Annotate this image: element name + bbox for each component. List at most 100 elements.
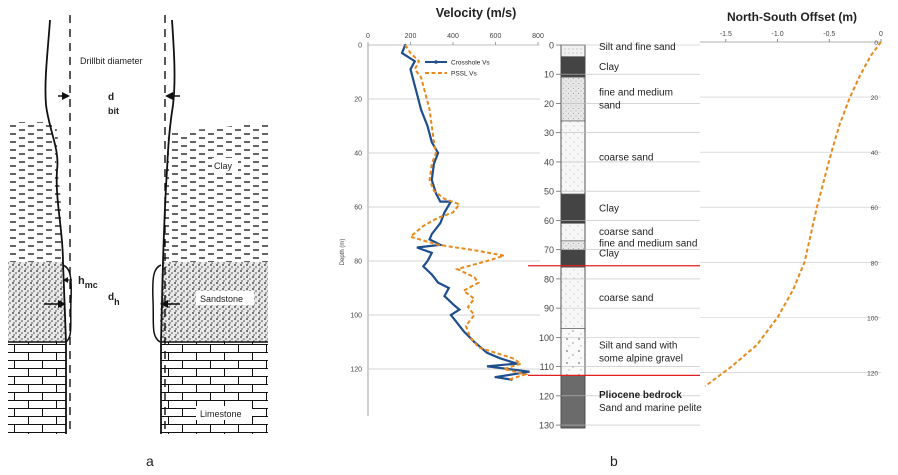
strat-depth-label: 50 [544, 187, 554, 197]
velocity-y-tick-label: 100 [350, 313, 362, 320]
limestone-layer-right [161, 342, 268, 434]
velocity-x-tick-label: 400 [447, 33, 459, 40]
borehole-wall-left [44, 19, 67, 434]
strat-layer-label: Clay [599, 204, 619, 215]
strat-layer [560, 240, 586, 250]
mudcake-left [62, 264, 72, 343]
offset-y-tick-label: 40 [871, 150, 879, 157]
hmc-label: hmc [78, 275, 98, 290]
limestone-label: Limestone [200, 409, 242, 419]
strat-layer [560, 76, 586, 122]
legend-crosshole: Crosshole Vs [451, 60, 490, 67]
pssl-vs-series [404, 44, 529, 381]
velocity-x-tick-label: 800 [532, 33, 544, 40]
offset-x-tick-label: 0 [879, 31, 883, 38]
offset-y-tick-label: 0 [874, 40, 878, 47]
hmc-arrow-icon [63, 277, 68, 283]
velocity-y-tick-label: 120 [350, 367, 362, 374]
strat-layer-label: coarse sand [599, 227, 653, 238]
velocity-x-tick-label: 600 [490, 33, 502, 40]
offset-y-tick-label: 120 [867, 370, 878, 377]
velocity-legend: Crosshole Vs PSSL Vs [425, 60, 490, 78]
strat-layer-label: Pliocene bedrock [599, 390, 682, 401]
velocity-y-tick-label: 60 [354, 205, 362, 212]
strat-layer [560, 120, 586, 195]
drillbit-diameter-label: Drillbit diameter [80, 56, 143, 66]
offset-y-tick-label: 20 [871, 95, 879, 102]
dh-arrow-right-icon [160, 300, 168, 308]
strat-layer-label: some alpine gravel [599, 353, 683, 364]
crosshole-point [494, 376, 497, 379]
strat-layer-label: Sand and marine pelite [599, 403, 702, 414]
strat-layer-label: Silt and fine sand [599, 42, 676, 53]
strat-depth-label: 90 [544, 304, 554, 314]
crosshole-point [437, 151, 440, 155]
crosshole-point [409, 68, 412, 71]
dh-label: dh [108, 292, 120, 307]
strat-depth-label: 130 [539, 421, 554, 431]
strat-layer [560, 44, 586, 57]
strat-layer [560, 328, 586, 376]
clay-label: Clay [214, 161, 233, 171]
strat-layer-label: Silt and sand with [599, 340, 677, 351]
dbit-arrow-left-icon [62, 92, 70, 100]
strat-depth-label: 60 [544, 216, 554, 226]
crosshole-point [428, 238, 431, 241]
crosshole-point [443, 295, 446, 298]
clay-layer-right [163, 122, 268, 262]
stratigraphic-column: 0 10 20 30 40 50 60 70 80 90 100 110 120 130 Silt and… [528, 41, 702, 431]
velocity-chart: Velocity (m/s) Depth (m) 0 200 400 600 800 0… [340, 6, 544, 416]
dh-arrow-left-icon [58, 300, 66, 308]
crosshole-point [420, 108, 423, 111]
dbit-subscript: bit [108, 106, 119, 116]
offset-x-tick-label: -1.0 [772, 31, 784, 38]
panel-label-a: a [146, 453, 154, 469]
strat-depth-label: 110 [540, 362, 554, 372]
strat-depth-label: 0 [549, 41, 554, 51]
offset-y-tick-label: 100 [867, 315, 878, 322]
dbit-label: d [108, 92, 114, 103]
strat-depth-label: 100 [539, 333, 554, 343]
velocity-x-tick-label: 200 [405, 33, 417, 40]
crosshole-point [430, 251, 433, 254]
panel-a-borehole-diagram: Drillbit diameter d bit Clay hmc dh Sand… [8, 15, 268, 434]
mudcake-right [152, 264, 162, 343]
dbit-arrow-right-icon [165, 92, 173, 100]
clay-layer-left [8, 122, 63, 262]
crosshole-point [449, 313, 452, 317]
velocity-chart-title: Velocity (m/s) [436, 6, 517, 20]
strat-layer [560, 193, 586, 224]
limestone-layer-left [8, 342, 66, 434]
strat-layer-label: fine and medium [599, 88, 673, 99]
strat-layer-label: coarse sand [599, 153, 653, 164]
strat-layer [560, 223, 586, 242]
offset-x-tick-label: -1.5 [720, 31, 732, 38]
offset-y-tick-label: 80 [871, 260, 879, 267]
strat-layer-label: Clay [599, 248, 619, 259]
velocity-y-axis-label: Depth (m) [340, 239, 346, 266]
offset-chart: North-South Offset (m) -1.5 -1.0 -0.5 0 0 20… [700, 10, 883, 388]
legend-pssl: PSSL Vs [451, 71, 478, 78]
borehole-wall-right [160, 19, 176, 434]
strat-layer [560, 266, 586, 329]
strat-depth-label: 120 [539, 391, 554, 401]
velocity-y-tick-label: 0 [358, 43, 362, 50]
sandstone-layer-left [8, 262, 66, 342]
strat-layer-label: Clay [599, 62, 619, 73]
offset-y-tick-label: 60 [871, 205, 879, 212]
crosshole-point [430, 273, 433, 276]
strat-layer-label: coarse sand [599, 293, 653, 304]
sandstone-label: Sandstone [200, 294, 243, 304]
strat-depth-label: 20 [544, 99, 554, 109]
strat-depth-label: 10 [544, 70, 554, 80]
strat-depth-label: 40 [544, 157, 554, 167]
velocity-y-tick-label: 40 [354, 151, 362, 158]
panel-label-b: b [610, 453, 618, 469]
crosshole-vs-series [400, 44, 530, 381]
strat-depth-label: 30 [544, 128, 554, 138]
crosshole-point [473, 340, 476, 344]
strat-layer [560, 375, 586, 429]
strat-depth-label: 70 [544, 245, 554, 255]
offset-chart-title: North-South Offset (m) [727, 10, 857, 24]
